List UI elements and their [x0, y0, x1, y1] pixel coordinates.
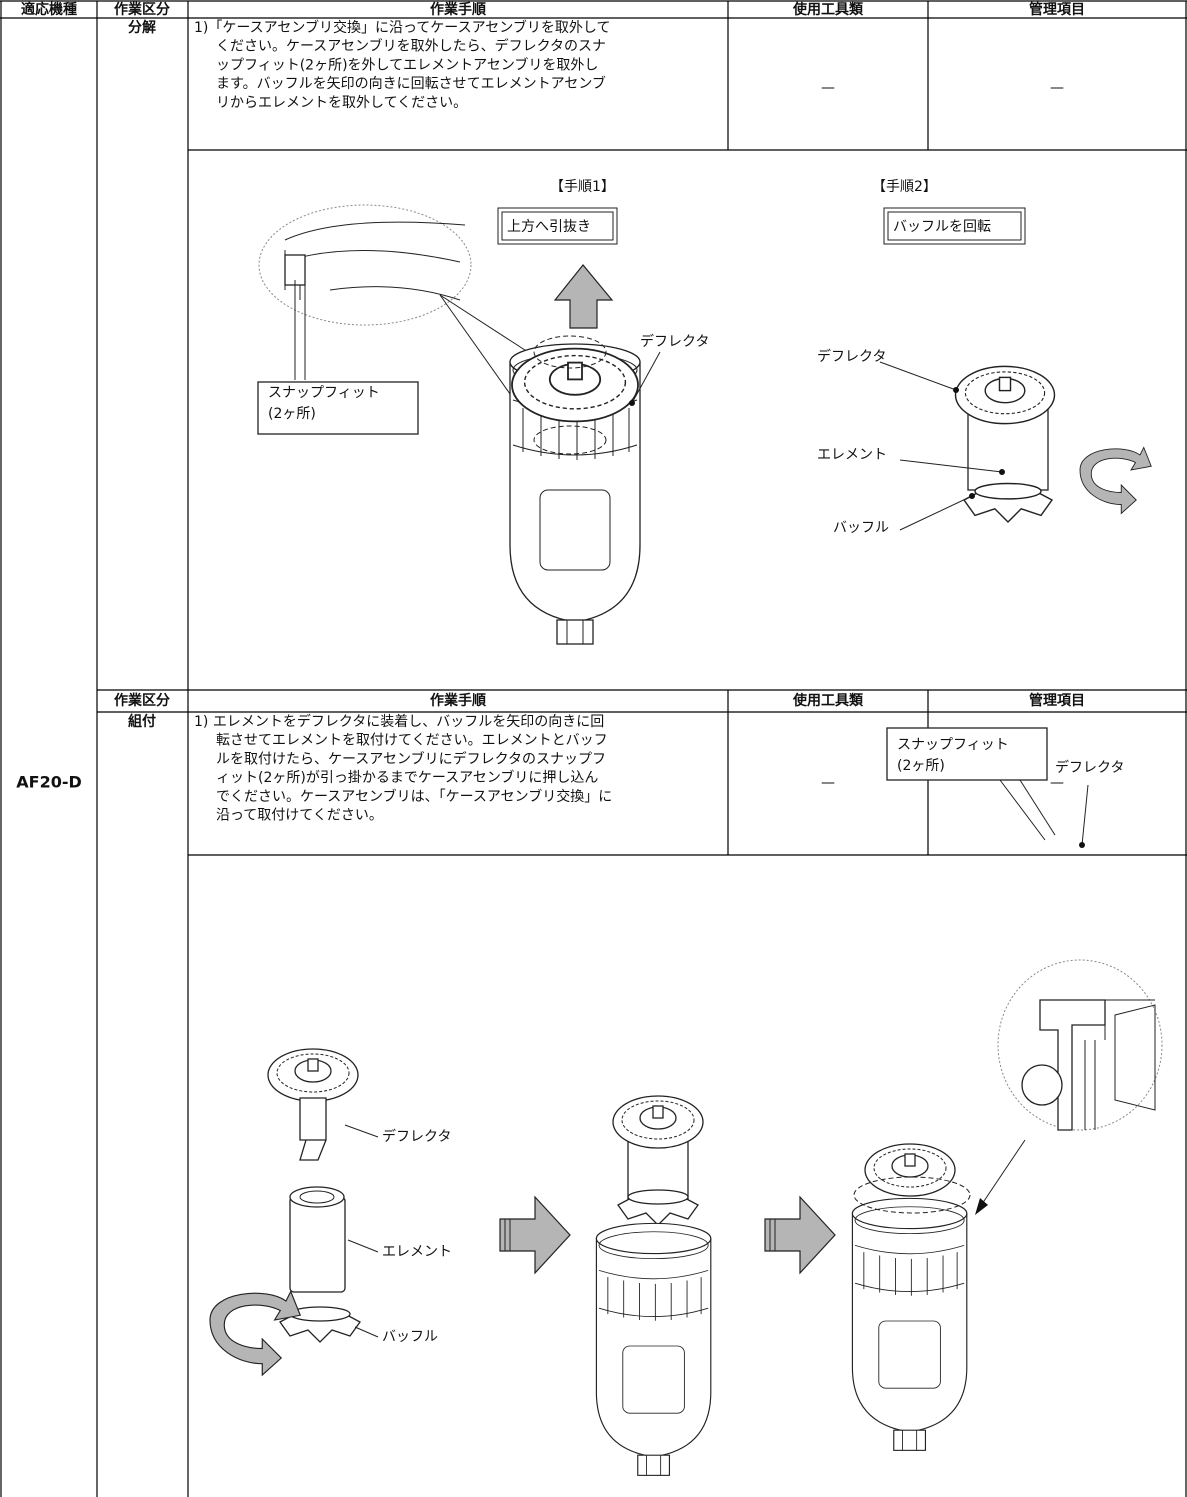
label-deflector-zoom: デフレクタ — [1055, 759, 1124, 776]
step-arrow — [499, 1196, 571, 1274]
label-deflector: デフレクタ — [382, 1128, 451, 1145]
header-category: 作業区分 — [114, 692, 170, 709]
label-step2: 【手順2】 — [872, 179, 937, 195]
rotate-arrow — [1079, 447, 1152, 514]
deflector — [954, 365, 1056, 425]
baffle — [617, 1189, 699, 1226]
header-procedure: 作業手順 — [430, 692, 487, 709]
procedure-line: ください。ケースアセンブリを取外したら、デフレクタのスナ — [216, 38, 606, 55]
deflector — [864, 1143, 956, 1197]
procedure-line: ップフィット(2ヶ所)を外してエレメントアセンブリを取外し — [216, 56, 598, 73]
deflector — [267, 1048, 359, 1102]
label-step1-action: 上方へ引抜き — [507, 219, 591, 235]
header-control: 管理項目 — [1029, 1, 1085, 18]
procedure-line: ィット(2ヶ所)が引っ掛かるまでケースアセンブリに押し込ん — [216, 769, 598, 786]
baffle — [963, 482, 1053, 523]
model: AF20-D — [16, 773, 82, 792]
label-snap-fit: スナップフィット — [268, 385, 380, 401]
label-snap-fit-count: (2ヶ所) — [897, 758, 945, 774]
procedure-line: 沿って取付けてください。 — [216, 808, 383, 824]
rotate-arrow — [209, 1290, 301, 1376]
label-step2-action: バッフルを回転 — [893, 219, 991, 235]
label-deflector: デフレクタ — [640, 333, 709, 350]
procedure-line: ルを取付けたら、ケースアセンブリにデフレクタのスナップフ — [216, 750, 606, 767]
header-tools: 使用工具類 — [792, 692, 864, 709]
case-assembly — [851, 1197, 968, 1451]
header-procedure: 作業手順 — [430, 1, 487, 18]
header-control: 管理項目 — [1029, 692, 1085, 709]
deflector — [612, 1095, 704, 1149]
label-baffle: バッフル — [382, 1329, 438, 1345]
category: 分解 — [128, 19, 156, 36]
procedure-line: ます。バッフルを矢印の向きに回転させてエレメントアセンブ — [216, 75, 606, 92]
control: — — [1050, 775, 1064, 791]
figure-disassembly: スナップフィット (2ヶ所) 【手順1】 上方へ引抜き デフレクタ 【手順2】 … — [257, 179, 1152, 645]
tools: — — [821, 775, 835, 791]
category: 組付 — [128, 713, 156, 730]
header-category: 作業区分 — [114, 1, 170, 18]
deflector — [511, 347, 639, 423]
label-step1: 【手順1】 — [550, 179, 615, 195]
procedure-line: 転させてエレメントを取付けてください。エレメントとバッフ — [216, 733, 608, 749]
procedure-line: 1)「ケースアセンブリ交換」に沿ってケースアセンブリを取外して — [194, 19, 610, 36]
label-element: エレメント — [382, 1244, 452, 1260]
step-arrow — [764, 1196, 836, 1274]
case-assembly — [595, 1222, 712, 1476]
procedure-line: でください。ケースアセンブリは、「ケースアセンブリ交換」に — [216, 788, 612, 805]
label-element: エレメント — [817, 447, 887, 463]
procedure-line: リからエレメントを取外してください。 — [216, 95, 467, 111]
label-snap-fit-count: (2ヶ所) — [268, 406, 316, 422]
tools: — — [821, 80, 835, 96]
label-deflector: デフレクタ — [817, 348, 886, 365]
header-model: 適応機種 — [21, 1, 77, 18]
label-baffle: バッフル — [833, 520, 889, 536]
header-tools: 使用工具類 — [792, 1, 864, 18]
control: — — [1050, 80, 1064, 96]
figure-assembly: スナップフィット (2ヶ所) デフレクタ デフレクタ エレメント バッフル — [209, 727, 1163, 1476]
label-snap-fit: スナップフィット — [897, 737, 1009, 753]
procedure-line: 1) エレメントをデフレクタに装着し、バッフルを矢印の向きに回 — [194, 713, 604, 730]
